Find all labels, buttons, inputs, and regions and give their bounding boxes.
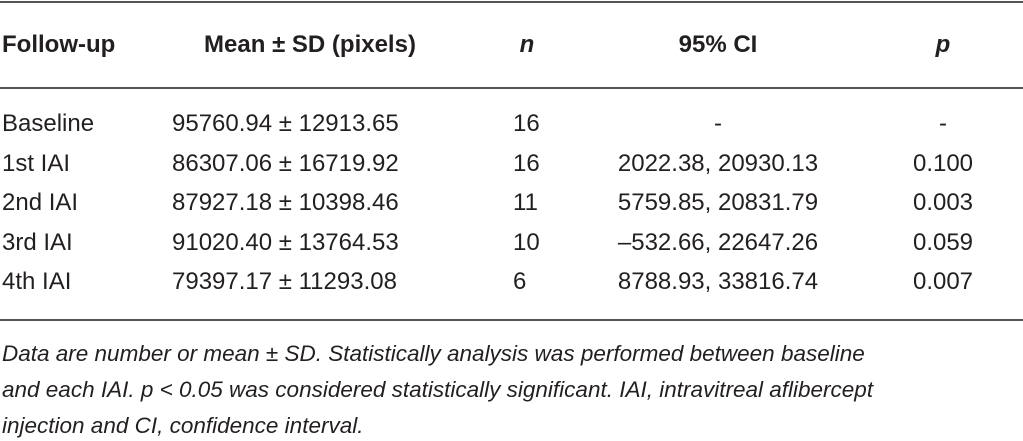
table-cell: - (714, 110, 722, 137)
table-cell: 95760.94 ± 12913.65 (172, 110, 399, 137)
table-cell: 16 (513, 149, 540, 177)
table-cell: 86307.06 ± 16719.92 (172, 149, 399, 177)
table-cell: 2022.38, 20930.13 (617, 149, 819, 177)
table-cell: 79397.17 ± 11293.08 (172, 268, 397, 295)
table-cell: 4th IAI (2, 268, 72, 295)
header-cell: p (935, 31, 951, 58)
footnote-line: Data are number or mean ± SD. Statistica… (2, 341, 865, 366)
table-cell: 2nd IAI (2, 189, 79, 216)
header-rule (0, 87, 1023, 89)
table-cell: 3rd IAI (2, 228, 73, 256)
footnote-line: and each IAI. p < 0.05 was considered st… (2, 377, 874, 402)
table-cell: 87927.18 ± 10398.46 (172, 189, 399, 216)
header-cell: n (519, 31, 535, 58)
table-cell: 6 (513, 268, 527, 295)
table-cell: 16 (513, 110, 540, 137)
bottom-rule (0, 319, 1023, 321)
table-cell: 0.003 (912, 189, 974, 216)
table-cell: 0.007 (912, 268, 974, 295)
header-cell: Mean ± SD (pixels) (204, 31, 416, 58)
header-cell: 95% CI (678, 31, 758, 58)
table-cell: –532.66, 22647.26 (617, 228, 819, 256)
top-rule (0, 1, 1023, 3)
table-cell: 5759.85, 20831.79 (617, 189, 819, 216)
table-cell: 8788.93, 33816.74 (617, 268, 819, 295)
table-cell: 0.100 (912, 149, 974, 177)
table-cell: 11 (513, 189, 538, 216)
table-cell: 0.059 (912, 228, 974, 256)
table-cell: 10 (513, 228, 540, 256)
table-cell: 91020.40 ± 13764.53 (172, 228, 399, 256)
table-cell: - (939, 110, 947, 137)
table-cell: Baseline (2, 110, 95, 137)
header-cell: Follow-up (2, 31, 116, 58)
table-cell: 1st IAI (2, 149, 71, 177)
footnote-line: injection and CI, confidence interval. (2, 413, 364, 438)
